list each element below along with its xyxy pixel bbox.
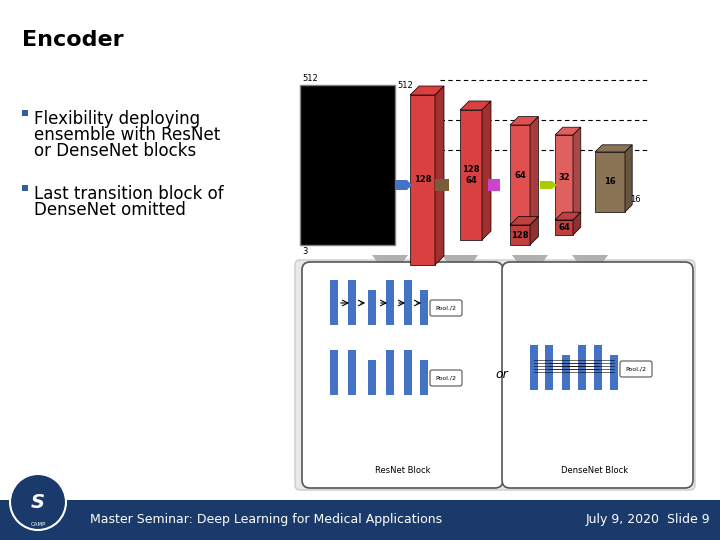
Text: Master Seminar: Deep Learning for Medical Applications: Master Seminar: Deep Learning for Medica… bbox=[90, 514, 442, 526]
Text: Encoder: Encoder bbox=[22, 30, 124, 50]
Text: 128: 128 bbox=[511, 231, 528, 240]
Bar bbox=[404, 280, 412, 325]
Text: Pool./2: Pool./2 bbox=[626, 367, 647, 372]
Text: CAMP: CAMP bbox=[30, 522, 45, 526]
Bar bbox=[555, 220, 573, 235]
Bar bbox=[22, 110, 28, 116]
Polygon shape bbox=[555, 127, 581, 135]
Bar bbox=[578, 345, 586, 390]
FancyArrow shape bbox=[540, 181, 557, 189]
Bar bbox=[420, 360, 428, 395]
Text: 16: 16 bbox=[604, 178, 616, 186]
Bar bbox=[0, 500, 720, 540]
FancyBboxPatch shape bbox=[430, 370, 462, 386]
Bar bbox=[595, 152, 625, 212]
Text: or: or bbox=[495, 368, 508, 381]
Text: 64: 64 bbox=[558, 223, 570, 232]
Polygon shape bbox=[572, 255, 608, 280]
Bar bbox=[460, 110, 482, 240]
Bar bbox=[300, 85, 395, 245]
Polygon shape bbox=[512, 255, 548, 280]
Bar bbox=[348, 280, 356, 325]
Bar bbox=[435, 179, 449, 191]
Text: 32: 32 bbox=[558, 173, 570, 182]
Text: Flexibility deploying: Flexibility deploying bbox=[34, 110, 200, 128]
Text: DenseNet Block: DenseNet Block bbox=[562, 466, 629, 475]
Text: ensemble with ResNet: ensemble with ResNet bbox=[34, 126, 220, 144]
Text: 16: 16 bbox=[630, 195, 641, 205]
Text: 3: 3 bbox=[302, 247, 307, 256]
Bar bbox=[510, 125, 530, 225]
Bar bbox=[330, 280, 338, 325]
Bar bbox=[545, 345, 553, 390]
Polygon shape bbox=[372, 255, 408, 280]
Polygon shape bbox=[442, 255, 478, 280]
Text: S: S bbox=[31, 492, 45, 511]
Polygon shape bbox=[595, 145, 632, 152]
Text: ResNet Block: ResNet Block bbox=[375, 466, 431, 475]
Polygon shape bbox=[573, 212, 581, 235]
Bar bbox=[530, 345, 538, 390]
Polygon shape bbox=[510, 117, 539, 125]
Bar bbox=[22, 185, 28, 191]
Bar bbox=[330, 350, 338, 395]
Text: 128: 128 bbox=[414, 176, 431, 185]
Text: July 9, 2020  Slide 9: July 9, 2020 Slide 9 bbox=[585, 514, 710, 526]
Bar bbox=[368, 360, 376, 395]
Bar bbox=[410, 95, 435, 265]
FancyBboxPatch shape bbox=[430, 300, 462, 316]
FancyBboxPatch shape bbox=[295, 260, 695, 490]
Polygon shape bbox=[410, 86, 444, 95]
Bar bbox=[488, 179, 500, 191]
Bar bbox=[610, 355, 618, 390]
Bar bbox=[386, 350, 394, 395]
Polygon shape bbox=[625, 145, 632, 212]
Text: Pool./2: Pool./2 bbox=[436, 306, 456, 310]
Polygon shape bbox=[530, 217, 539, 245]
Text: 512: 512 bbox=[397, 81, 413, 90]
Text: DenseNet omitted: DenseNet omitted bbox=[34, 201, 186, 219]
Circle shape bbox=[10, 474, 66, 530]
FancyArrow shape bbox=[395, 180, 412, 190]
Bar bbox=[348, 350, 356, 395]
Polygon shape bbox=[530, 117, 539, 225]
Bar bbox=[594, 345, 602, 390]
Polygon shape bbox=[460, 101, 491, 110]
Polygon shape bbox=[573, 127, 581, 220]
Polygon shape bbox=[482, 101, 491, 240]
Bar bbox=[562, 355, 570, 390]
Bar bbox=[555, 135, 573, 220]
Text: Pool./2: Pool./2 bbox=[436, 375, 456, 381]
Bar bbox=[420, 290, 428, 325]
Text: 512: 512 bbox=[302, 74, 318, 83]
Text: 64: 64 bbox=[514, 171, 526, 179]
FancyBboxPatch shape bbox=[302, 262, 503, 488]
Bar bbox=[368, 290, 376, 325]
FancyBboxPatch shape bbox=[502, 262, 693, 488]
Text: 128
64: 128 64 bbox=[462, 165, 480, 185]
Text: Last transition block of: Last transition block of bbox=[34, 185, 224, 203]
Bar bbox=[404, 350, 412, 395]
Text: or DenseNet blocks: or DenseNet blocks bbox=[34, 142, 197, 160]
Polygon shape bbox=[435, 86, 444, 265]
Polygon shape bbox=[510, 217, 539, 225]
FancyBboxPatch shape bbox=[620, 361, 652, 377]
Polygon shape bbox=[555, 212, 581, 220]
Bar bbox=[510, 225, 530, 245]
Bar bbox=[386, 280, 394, 325]
